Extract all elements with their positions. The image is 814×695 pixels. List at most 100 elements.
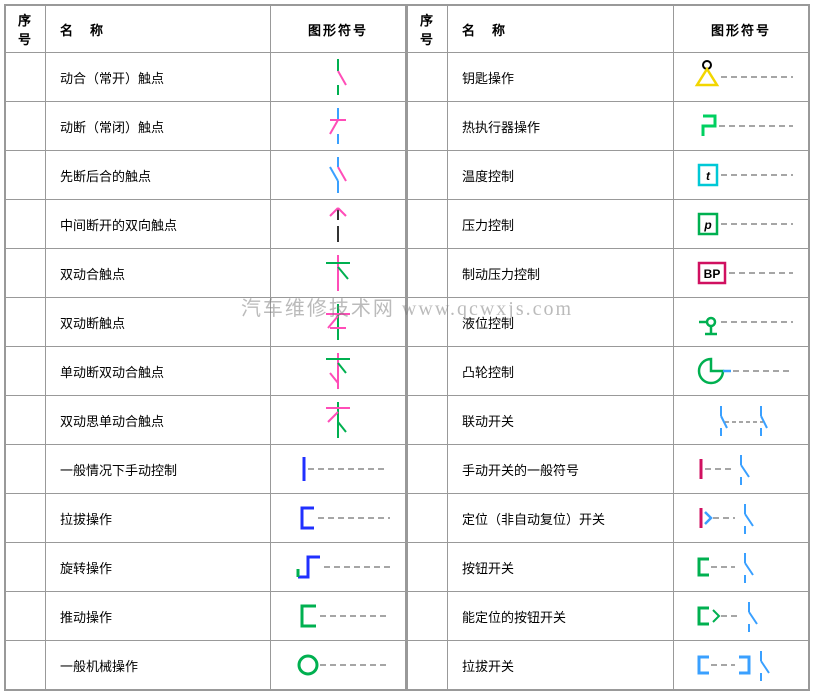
seq-cell	[408, 249, 448, 298]
seq-cell	[6, 298, 46, 347]
name-cell: 动合（常开）触点	[46, 53, 271, 102]
symbol-cell: t	[674, 151, 809, 200]
table-row: 拉拔开关	[408, 641, 809, 690]
table-row: 热执行器操作	[408, 102, 809, 151]
svg-text:BP: BP	[704, 267, 721, 281]
table-row: 液位控制	[408, 298, 809, 347]
double_no-icon	[277, 253, 399, 293]
symbol-cell	[271, 641, 406, 690]
press_ctrl-icon: p	[680, 204, 802, 244]
push_switch-icon	[680, 547, 802, 587]
nc_contact-icon	[277, 106, 399, 146]
name-cell: 按钮开关	[448, 543, 674, 592]
mech_general-icon	[277, 645, 399, 685]
name-cell: 温度控制	[448, 151, 674, 200]
name-cell: 压力控制	[448, 200, 674, 249]
right-section: 序号 名 称 图形符号 钥匙操作热执行器操作温度控制t压力控制p制动压力控制BP…	[407, 5, 809, 690]
symbol-cell	[674, 298, 809, 347]
col-header-symbol: 图形符号	[674, 6, 809, 53]
seq-cell	[6, 347, 46, 396]
name-cell: 单动断双动合触点	[46, 347, 271, 396]
manual_switch-icon	[680, 449, 802, 489]
table-row: 推动操作	[6, 592, 406, 641]
right-table: 序号 名 称 图形符号 钥匙操作热执行器操作温度控制t压力控制p制动压力控制BP…	[407, 5, 809, 690]
seq-cell	[408, 592, 448, 641]
symbol-cell	[674, 396, 809, 445]
symbol-cell	[674, 347, 809, 396]
name-cell: 液位控制	[448, 298, 674, 347]
symbol-cell	[271, 494, 406, 543]
name-cell: 手动开关的一般符号	[448, 445, 674, 494]
table-row: 动断（常闭）触点	[6, 102, 406, 151]
symbols-table: 序号 名 称 图形符号 动合（常开）触点动断（常闭）触点先断后合的触点中间断开的…	[4, 4, 810, 691]
name-cell: 动断（常闭）触点	[46, 102, 271, 151]
col-header-name: 名 称	[448, 6, 674, 53]
table-row: 制动压力控制 BP	[408, 249, 809, 298]
symbol-cell	[674, 445, 809, 494]
seq-cell	[408, 53, 448, 102]
symbol-cell	[271, 102, 406, 151]
name-cell: 一般机械操作	[46, 641, 271, 690]
table-row: 能定位的按钮开关	[408, 592, 809, 641]
table-row: 旋转操作	[6, 543, 406, 592]
name-cell: 拉拔开关	[448, 641, 674, 690]
symbol-cell: p	[674, 200, 809, 249]
seq-cell	[408, 641, 448, 690]
push-icon	[277, 596, 399, 636]
name-cell: 拉拔操作	[46, 494, 271, 543]
seq-cell	[408, 200, 448, 249]
header-row: 序号 名 称 图形符号	[408, 6, 809, 53]
name-cell: 定位（非自动复位）开关	[448, 494, 674, 543]
symbol-cell	[674, 494, 809, 543]
key-icon	[680, 57, 802, 97]
table-row: 压力控制p	[408, 200, 809, 249]
symbol-cell	[271, 396, 406, 445]
rotate-icon	[277, 547, 399, 587]
bidir_center_off-icon	[277, 204, 399, 244]
name-cell: 双动断触点	[46, 298, 271, 347]
table-row: 双动断触点	[6, 298, 406, 347]
symbol-cell	[674, 53, 809, 102]
table-row: 双动合触点	[6, 249, 406, 298]
break_before_make-icon	[277, 155, 399, 195]
table-row: 定位（非自动复位）开关	[408, 494, 809, 543]
table-row: 手动开关的一般符号	[408, 445, 809, 494]
brake_press-icon: BP	[680, 253, 802, 293]
double_nc_single_no-icon	[277, 400, 399, 440]
name-cell: 凸轮控制	[448, 347, 674, 396]
left-table: 序号 名 称 图形符号 动合（常开）触点动断（常闭）触点先断后合的触点中间断开的…	[5, 5, 406, 690]
seq-cell	[6, 641, 46, 690]
symbol-cell	[271, 298, 406, 347]
seq-cell	[408, 494, 448, 543]
seq-cell	[6, 494, 46, 543]
name-cell: 能定位的按钮开关	[448, 592, 674, 641]
seq-cell	[408, 396, 448, 445]
name-cell: 双动思单动合触点	[46, 396, 271, 445]
table-row: 凸轮控制	[408, 347, 809, 396]
col-header-name: 名 称	[46, 6, 271, 53]
no_contact-icon	[277, 57, 399, 97]
symbol-cell	[674, 102, 809, 151]
table-row: 温度控制 t	[408, 151, 809, 200]
seq-cell	[6, 102, 46, 151]
col-header-symbol: 图形符号	[271, 6, 406, 53]
name-cell: 双动合触点	[46, 249, 271, 298]
symbol-cell: BP	[674, 249, 809, 298]
table-row: 单动断双动合触点	[6, 347, 406, 396]
svg-text:t: t	[706, 169, 711, 183]
name-cell: 推动操作	[46, 592, 271, 641]
seq-cell	[408, 298, 448, 347]
manual_general-icon	[277, 449, 399, 489]
cam-icon	[680, 351, 802, 391]
pull_switch-icon	[680, 645, 802, 685]
page-root: 序号 名 称 图形符号 动合（常开）触点动断（常闭）触点先断后合的触点中间断开的…	[4, 4, 810, 691]
seq-cell	[6, 445, 46, 494]
symbol-cell	[271, 592, 406, 641]
seq-cell	[6, 200, 46, 249]
name-cell: 制动压力控制	[448, 249, 674, 298]
temp_ctrl-icon: t	[680, 155, 802, 195]
table-row: 一般情况下手动控制	[6, 445, 406, 494]
level-icon	[680, 302, 802, 342]
latch_switch-icon	[680, 498, 802, 538]
table-row: 一般机械操作	[6, 641, 406, 690]
